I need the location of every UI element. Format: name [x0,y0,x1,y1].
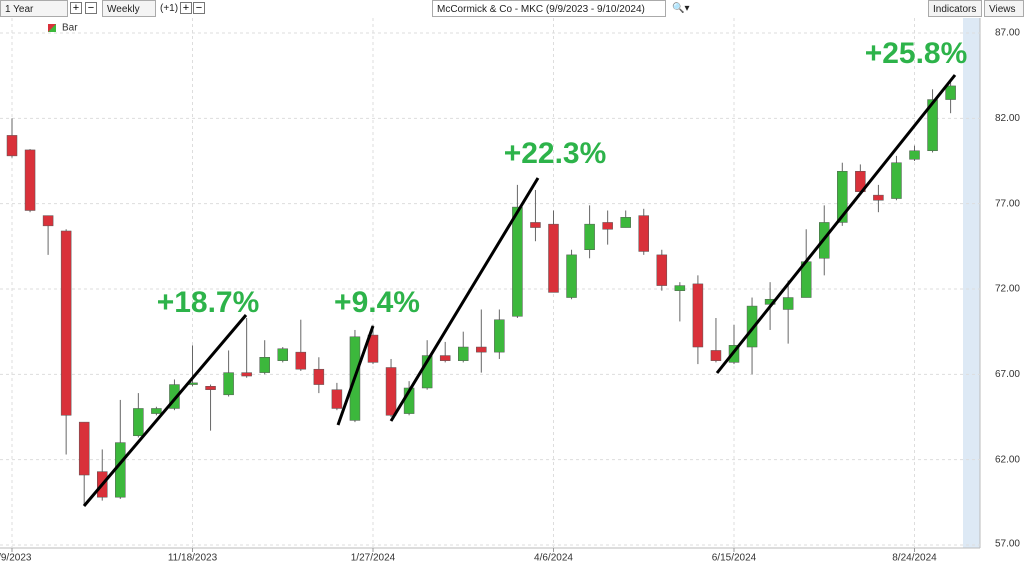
legend-icon [48,24,56,32]
candle-body [295,351,307,370]
x-tick-label: 9/9/2023 [0,553,32,564]
candle-body [638,215,649,252]
candle-body [873,194,884,201]
candle-body [548,223,559,293]
candle-body [710,350,722,361]
candle-body [458,346,469,361]
y-tick-label: 62.00 [995,454,1020,465]
candle-body [385,367,397,416]
candle-body [439,355,451,361]
y-tick-label: 87.00 [995,28,1020,39]
x-tick-label: 11/18/2023 [168,553,218,564]
candle-body [169,384,180,409]
symbol-box[interactable]: McCormick & Co - MKC (9/9/2023 - 9/10/20… [432,0,666,17]
y-tick-label: 77.00 [995,198,1020,209]
y-tick-label: 57.00 [995,539,1020,550]
range-select[interactable]: 1 Year [0,0,68,17]
offset-plus[interactable]: + [180,2,192,14]
trend-line [82,314,248,507]
y-tick-label: 72.00 [995,284,1020,295]
interval-select[interactable]: Weekly [102,0,156,17]
offset-minus[interactable]: − [193,2,205,14]
candle-body [782,297,794,310]
candle-body [746,305,758,348]
y-tick-label: 82.00 [995,113,1020,124]
candle-body [60,230,72,416]
candle-body [151,408,162,414]
candle-body [512,206,523,317]
candle-body [602,222,613,230]
views-button[interactable]: Views [984,0,1024,17]
zoom-in[interactable]: + [70,2,82,14]
search-button[interactable]: 🔍▾ [672,3,690,14]
x-tick-label: 1/27/2024 [351,553,396,564]
candle-body [115,442,126,498]
candle-body [909,150,920,160]
annotation: +9.4% [334,286,420,319]
chart: Bar 57.00 62.00 67.00 72.00 77.00 82.00 87.00 9… [0,18,1020,564]
candle-body [367,334,379,363]
annotation: +22.3% [504,137,607,170]
candle-body [331,389,343,409]
offset: (+1) [160,3,179,14]
annotation: +25.8% [865,37,968,70]
candle-body [837,170,848,223]
x-tick-label: 4/6/2024 [534,553,573,564]
x-tick-label: 6/15/2024 [712,553,757,564]
candle-body [133,408,144,437]
highlight-band [963,18,980,548]
trend-line [715,74,957,374]
candle-body [927,99,938,152]
candle-body [223,372,234,396]
zoom-out[interactable]: − [85,2,97,14]
candle-body [674,285,686,291]
annotation: +18.7% [157,286,260,319]
trend-line [336,325,375,426]
candle-body [42,215,54,227]
trend-lines [82,74,957,507]
candle-body [656,254,668,286]
candle-body [566,254,577,298]
candle-body [494,319,505,353]
candle-body [205,386,216,390]
candle-body [241,372,252,377]
trend-line [389,177,540,422]
candle-body [945,85,956,100]
legend-label: Bar [62,23,78,34]
x-tick-label: 8/24/2024 [892,553,937,564]
candle-body [692,283,704,348]
candle-body [24,149,36,211]
indicators-button[interactable]: Indicators [928,0,982,17]
candle-body [259,357,270,373]
candle-body [313,368,325,385]
y-tick-label: 67.00 [995,369,1020,380]
candle-body [530,222,541,228]
candle-body [277,348,288,361]
candle-body [78,421,90,476]
candle-body [620,217,631,228]
candle-body [891,162,902,199]
candle-body [584,223,595,250]
candle-body [6,135,18,157]
candle-body [476,346,487,353]
